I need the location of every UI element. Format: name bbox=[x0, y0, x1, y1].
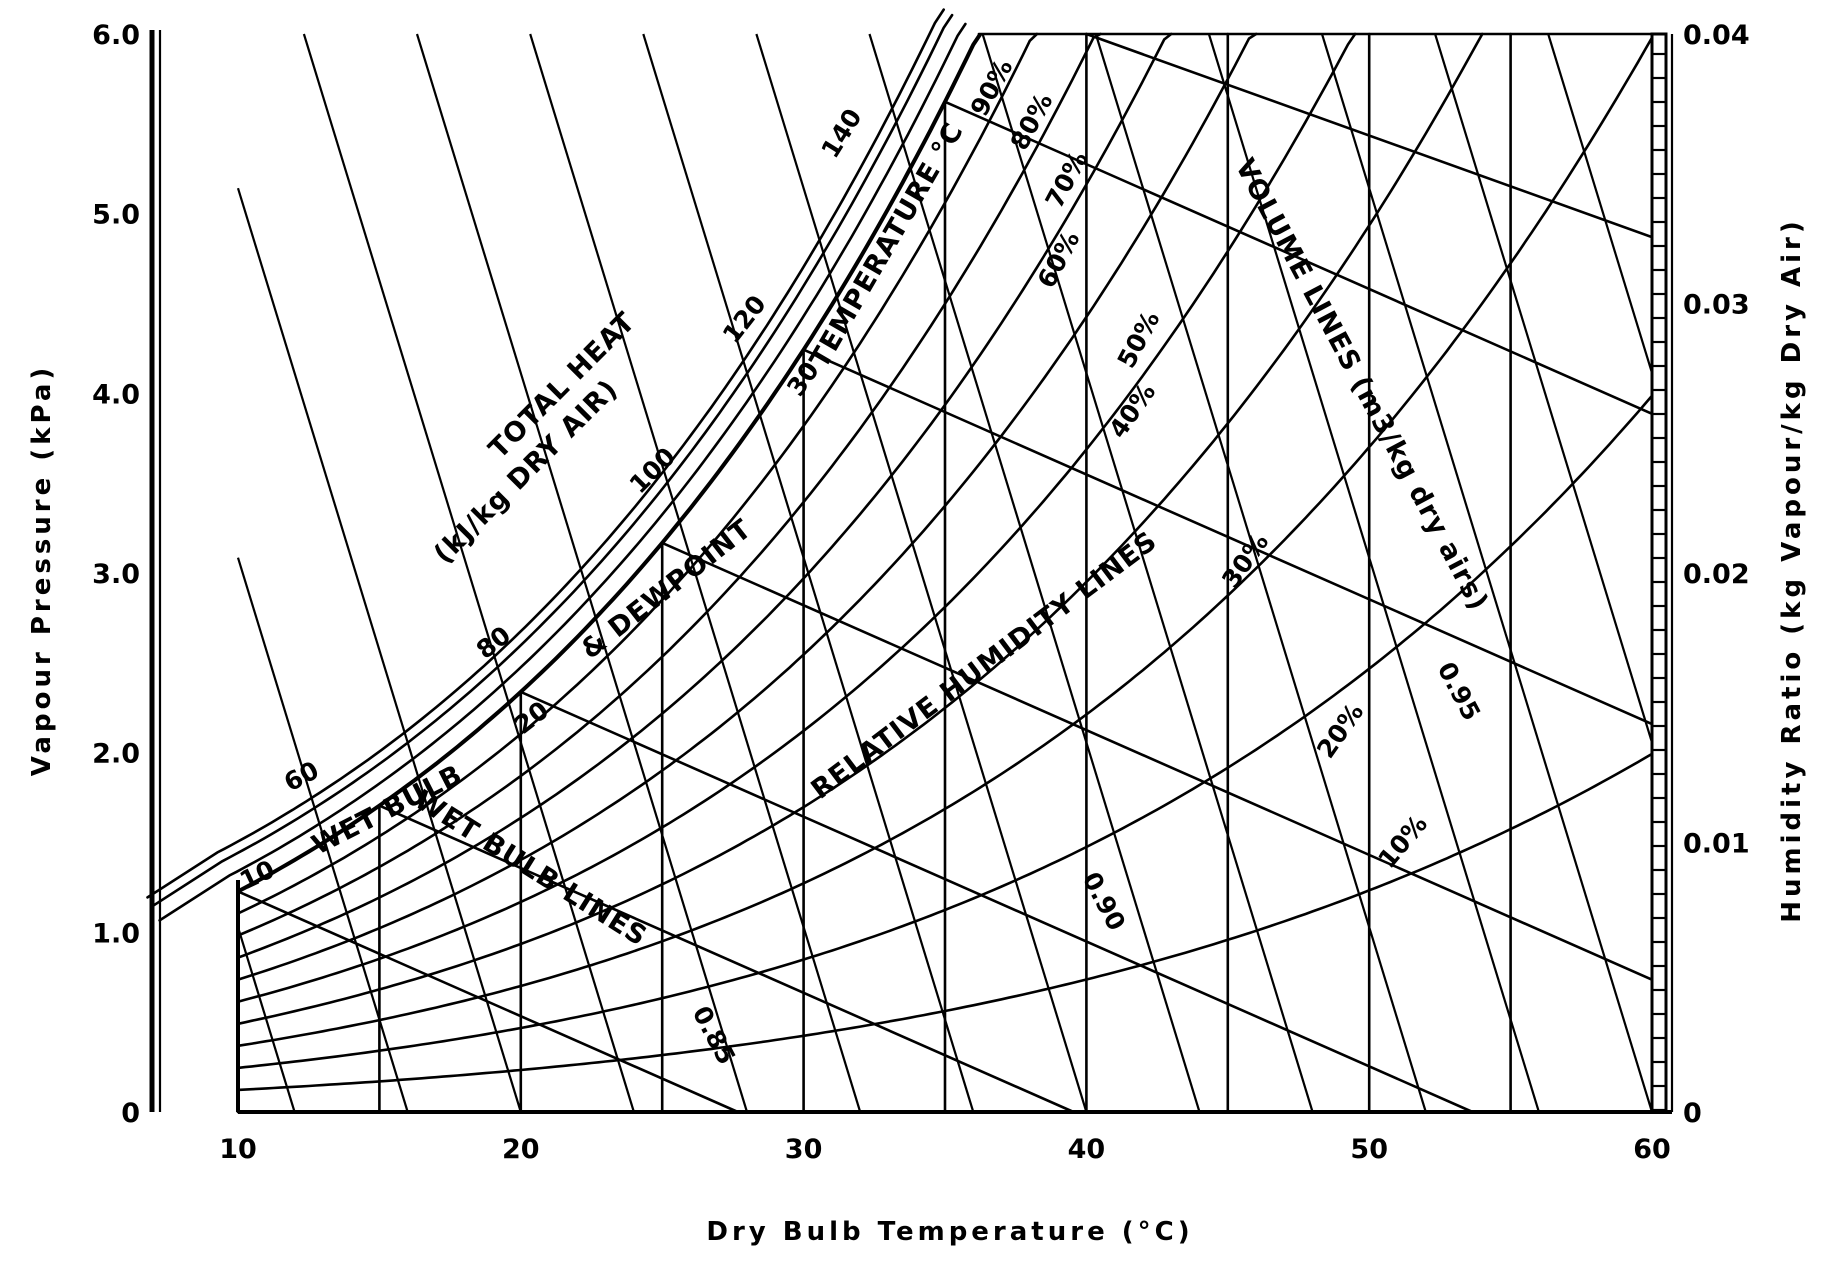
wet-bulb-line-20 bbox=[519, 690, 1474, 1114]
right-scale-bar bbox=[1650, 32, 1668, 1114]
volume-label: 0.85 bbox=[687, 1001, 742, 1069]
humidity-ratio-tick-labels: 0 0.01 0.02 0.03 0.04 bbox=[1683, 20, 1750, 1129]
x-tick-label: 30 bbox=[785, 1134, 823, 1165]
rh-curve-40 bbox=[236, 32, 1484, 1026]
volume-label: 0.90 bbox=[1077, 867, 1132, 935]
x-tick-label: 50 bbox=[1350, 1134, 1388, 1165]
hr-tick-label: 0.03 bbox=[1683, 290, 1750, 321]
volume-line-4 bbox=[415, 33, 749, 1113]
volume-line-13 bbox=[1434, 33, 1654, 743]
vp-tick-label: 4.0 bbox=[92, 379, 140, 410]
volume-label: 0.95 bbox=[1432, 657, 1487, 725]
x-tick-label: 60 bbox=[1633, 1134, 1671, 1165]
x-tick-label: 20 bbox=[502, 1134, 540, 1165]
rh-curve-90 bbox=[236, 32, 1039, 915]
volume-line-2 bbox=[236, 187, 522, 1113]
scale-band-0 bbox=[158, 22, 967, 922]
scale-band-2 bbox=[146, 8, 945, 899]
vp-tick-label: 0 bbox=[121, 1098, 140, 1129]
vp-tick-label: 5.0 bbox=[92, 200, 140, 231]
hr-tick-label: 0.02 bbox=[1683, 559, 1750, 590]
rh-label: 50% bbox=[1112, 306, 1166, 372]
right-axis-title: Humidity Ratio (kg Vapour/kg Dry Air) bbox=[1777, 217, 1807, 923]
rh-label: 10% bbox=[1372, 809, 1433, 873]
scale-band-1 bbox=[150, 13, 954, 908]
wet-bulb-line-25 bbox=[660, 541, 1654, 981]
volume-line-5 bbox=[529, 33, 862, 1113]
vapour-pressure-tick-labels: 0 1.0 2.0 3.0 4.0 5.0 6.0 bbox=[92, 20, 140, 1129]
volume-line-11 bbox=[1207, 33, 1540, 1113]
vp-tick-label: 3.0 bbox=[92, 559, 140, 590]
volume-line-7 bbox=[755, 33, 1088, 1113]
volume-line-12 bbox=[1320, 33, 1654, 1113]
rh-label: 60% bbox=[1032, 226, 1086, 292]
rh-curve-100 bbox=[237, 32, 983, 894]
volume-line-10 bbox=[1094, 33, 1427, 1113]
vp-tick-label: 1.0 bbox=[92, 918, 140, 949]
volume-line-3 bbox=[302, 33, 635, 1113]
rh-label: 40% bbox=[1103, 378, 1161, 444]
x-tick-labels: 10 20 30 40 50 60 bbox=[219, 1134, 1671, 1165]
total-heat-label: 80 bbox=[471, 620, 516, 664]
total-heat-label: 140 bbox=[815, 104, 867, 164]
x-axis-title: Dry Bulb Temperature (°C) bbox=[706, 1217, 1193, 1247]
rh-label: 20% bbox=[1311, 698, 1369, 764]
x-tick-label: 10 bbox=[219, 1134, 257, 1165]
rh-curve-70 bbox=[236, 32, 1173, 959]
wet-bulb-line-30 bbox=[802, 348, 1654, 726]
volume-line-9 bbox=[981, 33, 1314, 1113]
volume-line-0 bbox=[236, 926, 296, 1113]
hr-tick-label: 0 bbox=[1683, 1098, 1702, 1129]
hr-tick-label: 0.01 bbox=[1683, 829, 1750, 860]
chart-curves bbox=[146, 8, 1666, 1114]
total-heat-label: 100 bbox=[624, 442, 681, 499]
volume-line-6 bbox=[642, 33, 975, 1113]
volume-line-14 bbox=[1547, 33, 1654, 374]
hr-tick-label: 0.04 bbox=[1683, 20, 1750, 51]
rh-curve-50 bbox=[236, 32, 1357, 1003]
vp-tick-label: 2.0 bbox=[92, 739, 140, 770]
rh-label: 90% bbox=[965, 54, 1019, 120]
total-heat-label: 60 bbox=[279, 755, 323, 797]
left-axis-title: Vapour Pressure (kPa) bbox=[27, 364, 57, 777]
volume-line-1 bbox=[236, 557, 409, 1113]
wet-bulb-scale-label: 20 bbox=[509, 695, 554, 739]
volume-line-8 bbox=[868, 33, 1201, 1113]
vp-tick-label: 6.0 bbox=[92, 20, 140, 51]
wet-bulb-line-40 bbox=[1085, 32, 1654, 239]
x-tick-label: 40 bbox=[1068, 1134, 1106, 1165]
wet-bulb-line-35 bbox=[943, 100, 1654, 416]
rh-curve-80 bbox=[236, 32, 1102, 937]
